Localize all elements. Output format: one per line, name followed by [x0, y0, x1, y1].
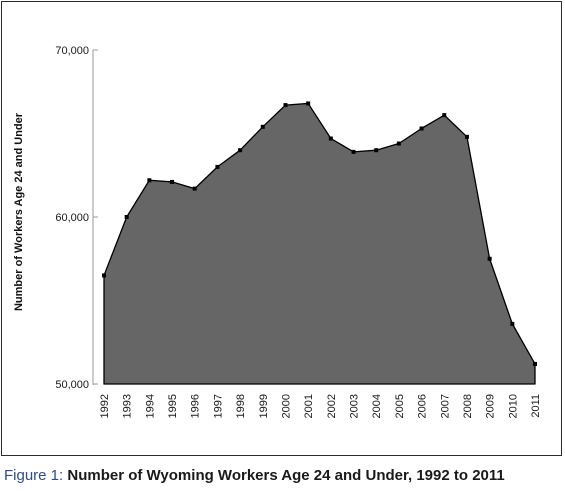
x-tick-label: 1997 [212, 394, 224, 418]
x-tick-label: 2006 [417, 394, 429, 418]
x-tick-label: 2008 [462, 394, 474, 418]
series-area [103, 102, 536, 385]
area-chart: 50,000 60,000 70,000 Number of Workers Age… [13, 45, 542, 418]
data-point [260, 124, 265, 129]
y-tick-labels: 50,000 60,000 70,000 [55, 45, 89, 391]
x-tick-label: 1996 [190, 394, 202, 418]
data-point [124, 215, 129, 219]
data-point [238, 148, 243, 153]
x-tick-label: 2005 [394, 394, 406, 418]
y-tick-label: 60,000 [55, 212, 89, 224]
y-tick-label: 70,000 [55, 45, 89, 57]
data-point [192, 186, 197, 191]
data-point [351, 149, 356, 154]
data-point [374, 148, 379, 153]
x-tick-label: 2002 [326, 394, 338, 418]
caption-label: Figure 1: [4, 467, 64, 484]
y-tick-label: 50,000 [55, 379, 89, 391]
data-point [170, 179, 175, 184]
data-point [147, 178, 152, 183]
x-tick-label: 2010 [507, 394, 519, 418]
x-tick-label: 1995 [167, 394, 179, 418]
x-tick-label: 2011 [530, 394, 542, 418]
x-tick-label: 2001 [303, 394, 315, 418]
chart-frame: 50,000 60,000 70,000 Number of Workers Age… [1, 1, 562, 456]
data-point [419, 126, 424, 131]
x-tick-label: 1999 [258, 394, 270, 418]
data-point [533, 361, 537, 366]
x-tick-label: 1993 [122, 394, 134, 418]
data-point [464, 134, 469, 139]
x-tick-labels: 1992 1993 1994 1995 1996 1997 1998 1999 2000 2001… [99, 394, 542, 418]
x-tick-label: 2000 [280, 394, 292, 418]
data-point [102, 273, 106, 278]
data-point [487, 256, 492, 261]
x-tick-label: 1992 [99, 394, 111, 418]
data-point [215, 164, 220, 169]
data-markers [102, 101, 537, 366]
x-tick-label: 1998 [235, 394, 247, 418]
series-area-group [103, 102, 536, 385]
data-point [306, 101, 311, 106]
caption-text: Number of Wyoming Workers Age 24 and Und… [67, 467, 505, 484]
data-point [510, 321, 515, 326]
x-tick-label: 2007 [439, 394, 451, 418]
data-point [283, 103, 288, 108]
y-axis [92, 49, 98, 385]
data-point [442, 113, 447, 118]
x-tick-label: 2009 [485, 394, 497, 418]
figure-caption: Figure 1: Number of Wyoming Workers Age … [4, 467, 505, 484]
x-tick-label: 2003 [349, 394, 361, 418]
x-tick-label: 2004 [371, 394, 383, 418]
y-axis-title: Number of Workers Age 24 and Under [13, 112, 25, 311]
data-point [396, 141, 401, 146]
data-point [328, 136, 333, 141]
x-tick-label: 1994 [144, 394, 156, 418]
